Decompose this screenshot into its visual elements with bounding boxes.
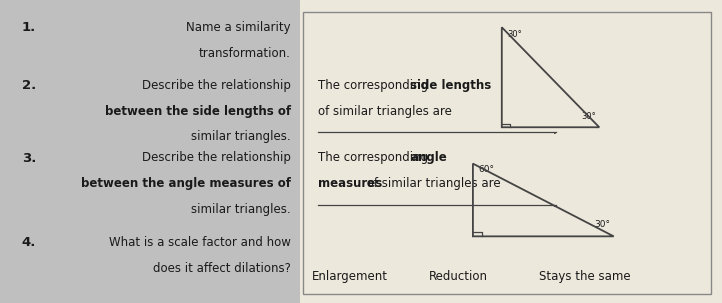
Bar [300,0,722,303]
Text: 30°: 30° [594,220,610,229]
Text: does it affect dilations?: does it affect dilations? [153,262,291,275]
Text: of similar triangles are: of similar triangles are [363,177,501,190]
Text: 2.: 2. [22,79,36,92]
Text: Name a similarity: Name a similarity [186,21,291,34]
Text: similar triangles.: similar triangles. [191,130,291,143]
Bar [303,12,711,294]
Text: measures: measures [318,177,382,190]
Text: Reduction: Reduction [429,270,488,283]
Text: of similar triangles are: of similar triangles are [318,105,451,118]
Text: 30°: 30° [581,112,596,121]
Text: similar triangles.: similar triangles. [191,203,291,216]
Text: The corresponding: The corresponding [318,152,432,165]
Text: .: . [552,197,556,210]
Text: Enlargement: Enlargement [312,270,388,283]
Bar [0,0,300,303]
Text: angle: angle [410,152,447,165]
Text: 30°: 30° [507,30,521,39]
Text: Stays the same: Stays the same [539,270,630,283]
Text: 3.: 3. [22,152,36,165]
Text: between the angle measures of: between the angle measures of [81,177,291,190]
Text: .: . [552,124,556,137]
Text: between the side lengths of: between the side lengths of [105,105,291,118]
Text: Describe the relationship: Describe the relationship [142,152,291,165]
Text: 1.: 1. [22,21,36,34]
Text: What is a scale factor and how: What is a scale factor and how [109,236,291,249]
Text: 4.: 4. [22,236,36,249]
Text: side lengths: side lengths [410,79,492,92]
Text: transformation.: transformation. [199,47,291,60]
Text: 60°: 60° [479,165,495,174]
Text: Describe the relationship: Describe the relationship [142,79,291,92]
Text: The corresponding: The corresponding [318,79,432,92]
